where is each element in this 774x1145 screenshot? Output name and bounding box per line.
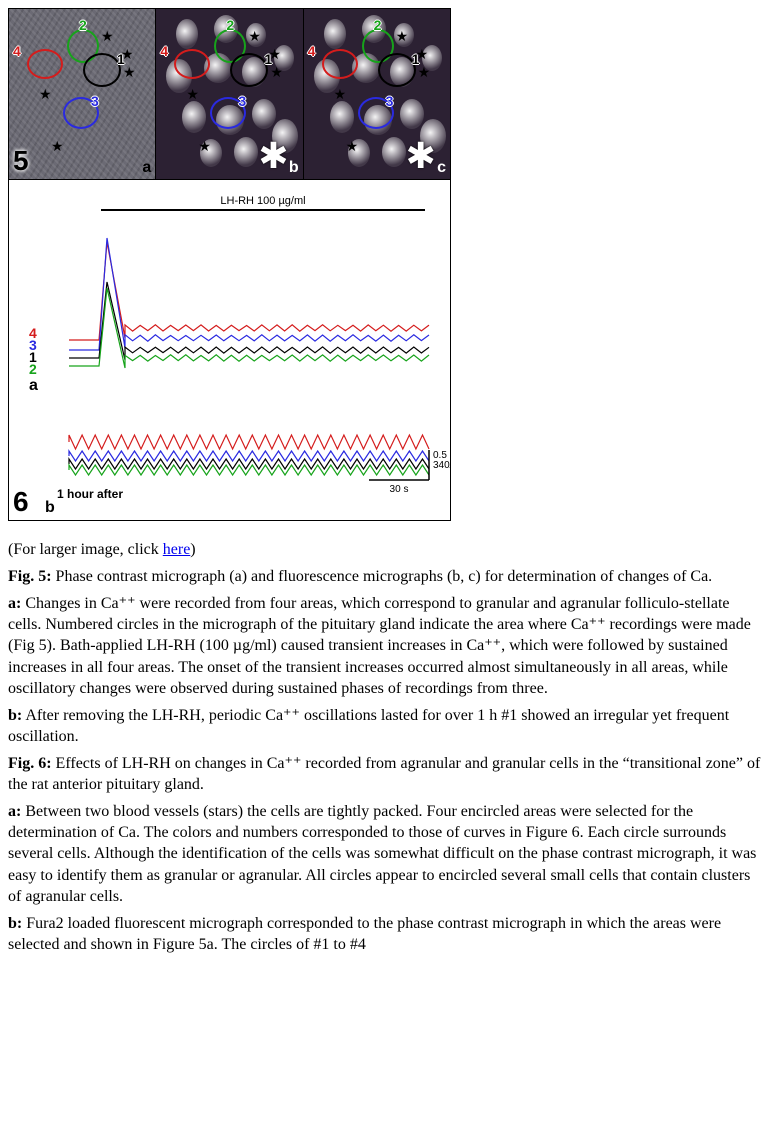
panel-label-c: c [437,159,446,177]
fig5-panels: 5 a 2143★★★★★ b ✱2143★★★★★ c ✱2143★★★★★ [9,9,450,180]
roi-label-r3: 3 [91,93,99,109]
fig6-b-label: b: [8,915,22,932]
svg-text:a: a [29,377,38,394]
panel-5b: b ✱2143★★★★★ [155,9,302,179]
panel-5c: c ✱2143★★★★★ [303,9,450,179]
fig5-b-text: b: After removing the LH-RH, periodic Ca… [8,705,766,747]
fig6-a-text: a: Between two blood vessels (stars) the… [8,801,766,907]
svg-text:LH-RH 100 µg/ml: LH-RH 100 µg/ml [220,195,305,207]
figure-container: 5 a 2143★★★★★ b ✱2143★★★★★ c ✱2143★★★★★ … [8,8,451,521]
fig-number-5: 5 [13,145,29,177]
panel-label-a: a [142,159,151,177]
svg-text:340/380: 340/380 [433,460,450,471]
panel-label-b: b [289,159,299,177]
fig6-chart: LH-RH 100 µg/ml4312a1 hour afterb0.5 R34… [9,180,450,520]
chart-svg: LH-RH 100 µg/ml4312a1 hour afterb0.5 R34… [9,180,450,520]
roi-label-r2: 2 [79,17,87,33]
fig6-b-body: Fura2 loaded fluorescent micrograph corr… [8,915,721,953]
roi-label-r4: 4 [308,43,316,59]
roi-label-r3: 3 [386,93,394,109]
svg-text:2: 2 [29,361,37,377]
fig6-a-label: a: [8,803,21,820]
fig5-a-label: a: [8,595,21,612]
fig6-b-text: b: Fura2 loaded fluorescent micrograph c… [8,913,766,955]
roi-label-r2: 2 [226,17,234,33]
fig5-b-body: After removing the LH-RH, periodic Ca⁺⁺ … [8,707,729,745]
panel-5a: 5 a 2143★★★★★ [9,9,155,179]
fig6-a-body: Between two blood vessels (stars) the ce… [8,803,756,904]
fig6-title: Fig. 6: [8,755,52,772]
fig5-b-label: b: [8,707,22,724]
fig-number-6: 6 [13,486,29,518]
fig5-a-text: a: Changes in Ca⁺⁺ were recorded from fo… [8,593,766,699]
fig6-heading: Fig. 6: Effects of LH-RH on changes in C… [8,753,766,795]
roi-ring-r4 [27,49,63,79]
roi-label-r4: 4 [160,43,168,59]
roi-label-r2: 2 [374,17,382,33]
fig5-title-text: Phase contrast micrograph (a) and fluore… [52,568,713,585]
fig5-title: Fig. 5: [8,568,52,585]
larger-image-line: (For larger image, click here) [8,539,766,560]
roi-ring-r1 [83,53,121,87]
roi-label-r4: 4 [13,43,21,59]
fig5-a-body: Changes in Ca⁺⁺ were recorded from four … [8,595,751,696]
roi-label-r3: 3 [238,93,246,109]
roi-ring-r4 [322,49,358,79]
svg-text:b: b [45,499,55,516]
roi-ring-r1 [378,53,416,87]
link-suffix: ) [190,541,195,558]
fig5-heading: Fig. 5: Phase contrast micrograph (a) an… [8,566,766,587]
link-prefix: (For larger image, click [8,541,163,558]
captions-block: Fig. 5: Phase contrast micrograph (a) an… [8,566,766,955]
svg-text:1 hour after: 1 hour after [57,487,123,501]
larger-image-link[interactable]: here [163,541,191,558]
svg-text:30 s: 30 s [390,484,409,495]
fig6-title-text: Effects of LH-RH on changes in Ca⁺⁺ reco… [8,755,760,793]
